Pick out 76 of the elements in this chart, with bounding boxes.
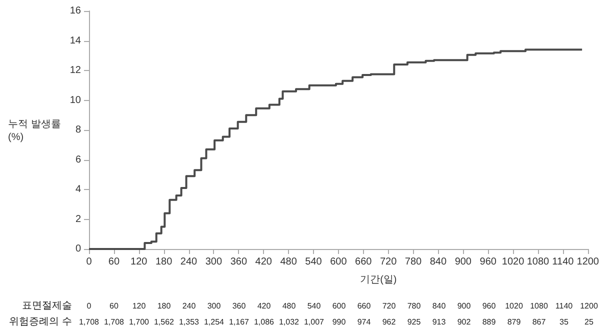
text: 35 — [560, 318, 569, 326]
x-tick-label: 480 — [282, 302, 296, 310]
text: 867 — [532, 318, 546, 326]
x-tick-label: 720 — [382, 302, 396, 310]
text: 600 — [330, 256, 348, 268]
text: 1,254 — [204, 318, 225, 326]
x-tick-label: 840 — [432, 302, 446, 310]
text: 1,086 — [254, 318, 275, 326]
text: 0 — [86, 256, 92, 268]
x-tick-label: 600 — [332, 302, 346, 310]
text: 1,562 — [154, 318, 175, 326]
x-tick-label: 960 — [482, 302, 496, 310]
text: 879 — [507, 318, 522, 326]
text: 889 — [482, 318, 496, 326]
text: 60 — [108, 256, 120, 268]
x-tick-label: 300 — [207, 302, 222, 310]
text: 120 — [130, 256, 148, 268]
text: 960 — [480, 256, 497, 268]
x-tick-label: 0 — [86, 302, 92, 310]
x-axis-title: 기간(일) — [360, 274, 397, 286]
text: 1020 — [502, 256, 525, 268]
x-tick-label: 420 — [257, 302, 272, 310]
text: 1,353 — [178, 318, 200, 326]
y-tick-label: 4 — [75, 184, 82, 195]
y-tick-label: 0 — [75, 244, 82, 254]
y-axis-title: 누적 발생률 (%) — [8, 119, 61, 143]
x-tick-label: 1080 — [530, 302, 548, 310]
x-tick-label: 180 — [157, 302, 172, 310]
x-tick-label: 120 — [132, 302, 146, 310]
x-tick-label: 240 — [182, 302, 196, 310]
x-tick-label: 660 — [357, 302, 372, 310]
text: 25 — [584, 318, 594, 326]
y-tick-label: 14 — [70, 35, 82, 46]
text: 540 — [305, 256, 322, 268]
text: 1200 — [576, 256, 600, 268]
x-tick-label: 780 — [407, 302, 422, 310]
x-tick-label: 540 — [307, 302, 322, 310]
text: 1,708 — [78, 318, 100, 326]
text: 300 — [205, 256, 222, 268]
text: 1,708 — [104, 318, 125, 326]
text: 420 — [255, 256, 272, 268]
text: 180 — [155, 256, 173, 268]
text: 660 — [355, 256, 372, 268]
x-tick-label: 360 — [232, 302, 246, 310]
text: 1,007 — [304, 318, 325, 326]
text: 1,032 — [278, 318, 300, 326]
x-tick-label: 1020 — [505, 302, 524, 310]
x-tick-label: 1140 — [555, 302, 574, 310]
text: 990 — [332, 318, 346, 326]
text: 720 — [380, 256, 398, 268]
text: 240 — [180, 256, 198, 268]
x-tick-label: 900 — [457, 302, 472, 310]
x-tick-label: 1200 — [580, 302, 598, 310]
text: 1,167 — [228, 318, 250, 326]
text: 1140 — [552, 256, 574, 268]
text: 840 — [430, 256, 447, 268]
text: 900 — [454, 256, 472, 268]
text: 1,700 — [128, 318, 150, 326]
text: 780 — [404, 256, 422, 268]
text: 913 — [432, 318, 446, 326]
text: 위험증례의 수 — [9, 316, 72, 328]
y-tick-label: 10 — [70, 94, 82, 106]
y-tick-label: 2 — [75, 214, 82, 225]
text: 480 — [280, 256, 298, 268]
text: 1080 — [526, 256, 550, 268]
x-tick-label: 60 — [110, 302, 119, 310]
text: 962 — [382, 318, 396, 326]
text: 902 — [457, 318, 472, 326]
text: 925 — [407, 318, 422, 326]
y-tick-label: 12 — [70, 65, 82, 76]
y-tick-label: 6 — [75, 154, 82, 166]
text: 974 — [357, 318, 372, 326]
text: 표면절제술 — [22, 300, 72, 312]
text: 360 — [230, 256, 248, 268]
y-tick-label: 16 — [70, 6, 82, 16]
y-tick-label: 8 — [75, 124, 82, 136]
